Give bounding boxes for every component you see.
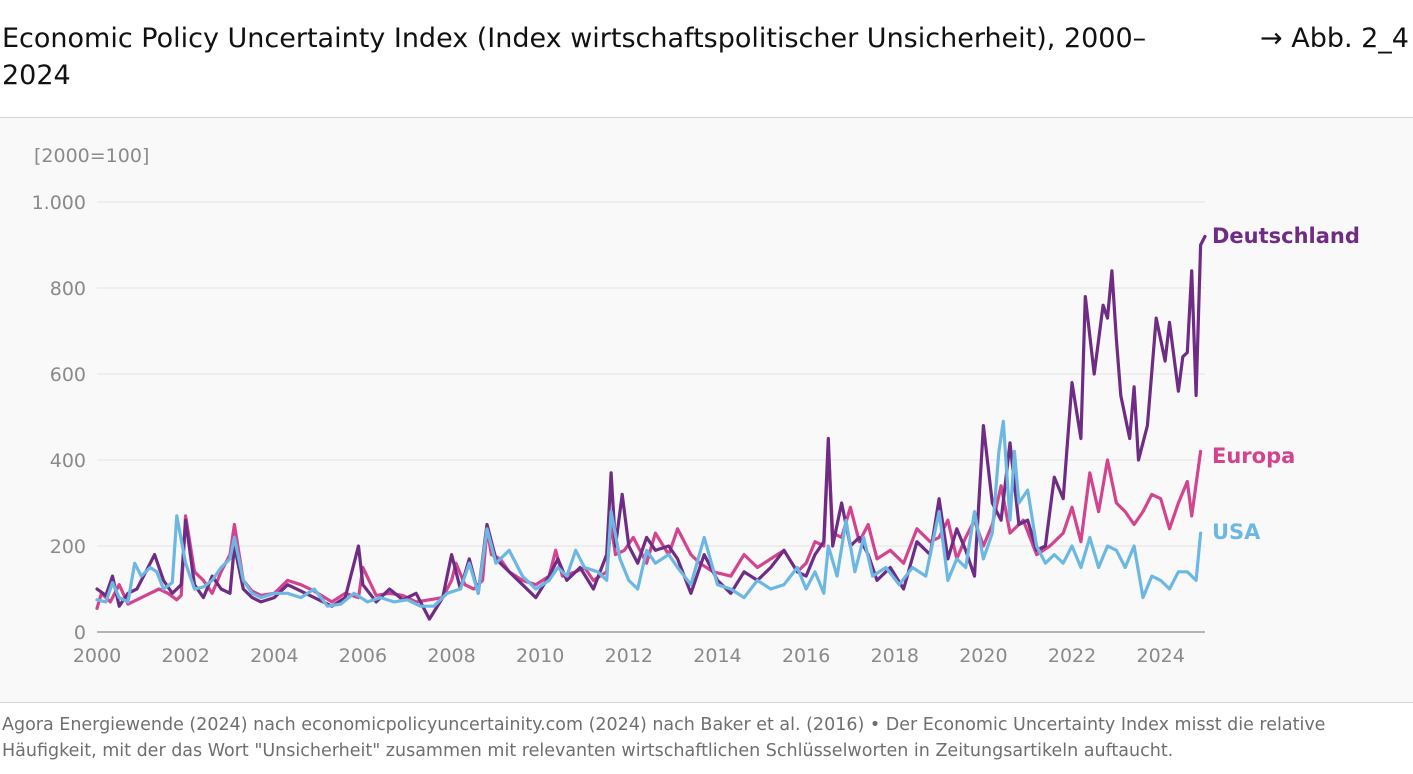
x-tick-label: 2008 xyxy=(427,645,475,667)
x-tick-label: 2004 xyxy=(250,645,298,667)
x-tick-labels: 2000 2002 2004 2006 2008 2010 2012 2014 2016 2018… xyxy=(73,645,1185,667)
x-tick-label: 2022 xyxy=(1048,645,1096,667)
top-divider xyxy=(0,117,1413,118)
header: Economic Policy Uncertainty Index (Index… xyxy=(0,0,1413,118)
gridlines xyxy=(97,201,1205,633)
x-tick-label: 2016 xyxy=(782,645,830,667)
x-tick-label: 2020 xyxy=(959,645,1007,667)
y-tick-labels: 0 200 400 600 800 1.000 xyxy=(32,192,86,644)
series-line-usa xyxy=(95,419,1203,608)
y-tick-label: 0 xyxy=(74,622,86,644)
source-note: Agora Energiewende (2024) nach economicp… xyxy=(2,715,1326,761)
x-tick-label: 2000 xyxy=(73,645,121,667)
y-tick-label: 800 xyxy=(50,278,86,300)
y-axis-unit-label: [2000=100] xyxy=(34,145,149,167)
figure-reference: → Abb. 2_4 xyxy=(1260,23,1409,54)
x-tick-label: 2010 xyxy=(516,645,564,667)
series-label-usa: USA xyxy=(1212,520,1261,544)
series-labels: Europa Deutschland USA xyxy=(1212,224,1360,544)
x-tick-label: 2012 xyxy=(605,645,653,667)
series-label-europa: Europa xyxy=(1212,444,1295,468)
y-tick-label: 1.000 xyxy=(32,192,86,214)
x-tick-label: 2006 xyxy=(339,645,387,667)
chart-title: Economic Policy Uncertainty Index (Index… xyxy=(2,23,1147,91)
series-lines xyxy=(95,234,1207,621)
y-tick-label: 600 xyxy=(50,364,86,386)
y-tick-label: 200 xyxy=(50,536,86,558)
x-tick-label: 2018 xyxy=(871,645,919,667)
series-label-deutschland: Deutschland xyxy=(1212,224,1360,248)
chart-area: [2000=100] 0 200 400 600 800 1.000 2000 2002 20… xyxy=(0,118,1413,702)
x-tick-label: 2002 xyxy=(161,645,209,667)
bottom-divider xyxy=(0,702,1413,703)
x-tick-label: 2024 xyxy=(1137,645,1185,667)
y-tick-label: 400 xyxy=(50,450,86,472)
series-line-deutschland xyxy=(95,234,1207,621)
x-tick-label: 2014 xyxy=(693,645,741,667)
